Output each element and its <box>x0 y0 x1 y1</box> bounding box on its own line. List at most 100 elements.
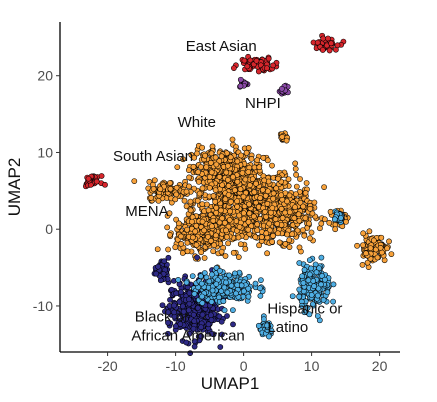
data-point <box>234 178 241 185</box>
data-point <box>232 270 238 277</box>
y-axis-title: UMAP2 <box>5 158 24 217</box>
data-point <box>241 288 247 295</box>
data-point <box>98 173 105 179</box>
data-point <box>381 257 388 264</box>
data-point <box>193 242 200 248</box>
data-point <box>374 254 381 261</box>
data-point <box>306 271 313 278</box>
data-point <box>318 220 325 227</box>
data-point <box>166 210 173 217</box>
data-point <box>165 319 171 326</box>
data-point <box>172 244 179 251</box>
data-point <box>217 344 224 350</box>
data-point <box>244 63 251 70</box>
data-point <box>279 215 286 221</box>
data-point <box>230 249 237 256</box>
data-point <box>279 134 286 140</box>
group-label: East Asian <box>186 38 257 55</box>
data-point <box>218 318 225 325</box>
x-tick-label: -10 <box>165 358 185 374</box>
data-point <box>262 192 269 199</box>
data-point <box>292 166 299 172</box>
data-point <box>225 192 232 198</box>
data-point <box>172 323 179 330</box>
data-point <box>321 184 327 190</box>
data-point <box>213 209 220 216</box>
data-point <box>263 214 269 220</box>
data-point <box>191 154 198 161</box>
data-point <box>278 205 285 212</box>
data-point <box>159 302 166 309</box>
data-point <box>180 156 186 163</box>
data-point <box>363 250 369 257</box>
data-point <box>366 228 373 235</box>
data-point <box>190 234 196 241</box>
data-point <box>165 254 172 261</box>
data-point <box>265 188 271 195</box>
data-point <box>213 232 219 239</box>
data-point <box>192 228 199 235</box>
data-point <box>269 238 275 245</box>
data-point <box>328 40 334 47</box>
data-point <box>302 190 309 196</box>
data-point <box>205 321 212 328</box>
data-point <box>251 164 258 171</box>
data-point <box>236 224 243 230</box>
data-point <box>198 164 204 170</box>
data-point <box>242 245 249 252</box>
data-point <box>205 234 211 240</box>
data-point <box>183 279 190 286</box>
data-point <box>378 234 385 241</box>
data-point <box>179 303 186 310</box>
data-point <box>240 210 247 216</box>
x-tick-label: 20 <box>372 358 388 374</box>
data-point <box>234 203 241 210</box>
x-tick-label: -20 <box>97 358 117 374</box>
data-point <box>314 292 321 299</box>
data-point <box>237 76 244 83</box>
data-point <box>246 201 252 208</box>
data-point <box>206 184 213 191</box>
data-point <box>220 298 227 305</box>
data-point <box>257 285 263 292</box>
data-point <box>223 227 229 234</box>
data-point <box>155 197 162 204</box>
data-point <box>209 223 215 230</box>
data-point <box>227 154 234 161</box>
data-point <box>253 57 260 64</box>
data-point <box>293 191 299 197</box>
data-point <box>292 204 298 211</box>
data-point <box>322 276 328 283</box>
data-point <box>384 245 390 252</box>
data-point <box>245 169 252 175</box>
data-point <box>199 311 206 318</box>
data-point <box>202 152 208 159</box>
data-point <box>195 169 201 175</box>
data-point <box>247 182 253 188</box>
data-point <box>208 150 215 157</box>
group-label: African American <box>131 327 244 344</box>
data-point <box>238 152 244 159</box>
data-point <box>226 272 233 279</box>
data-point <box>218 207 224 214</box>
data-point <box>338 215 344 221</box>
data-point <box>167 180 173 186</box>
data-point <box>308 265 314 272</box>
data-point <box>234 198 240 205</box>
data-point <box>203 164 210 171</box>
data-point <box>250 213 257 220</box>
data-point <box>206 174 213 180</box>
data-point <box>150 186 157 192</box>
data-point <box>190 325 197 332</box>
data-point <box>208 238 214 244</box>
data-point <box>307 235 313 242</box>
data-point <box>208 169 215 176</box>
data-point <box>225 240 231 247</box>
data-point <box>263 230 270 237</box>
data-point <box>173 290 180 297</box>
data-point <box>225 177 231 183</box>
data-point <box>191 291 198 297</box>
data-point <box>173 216 179 223</box>
data-point <box>331 216 338 223</box>
